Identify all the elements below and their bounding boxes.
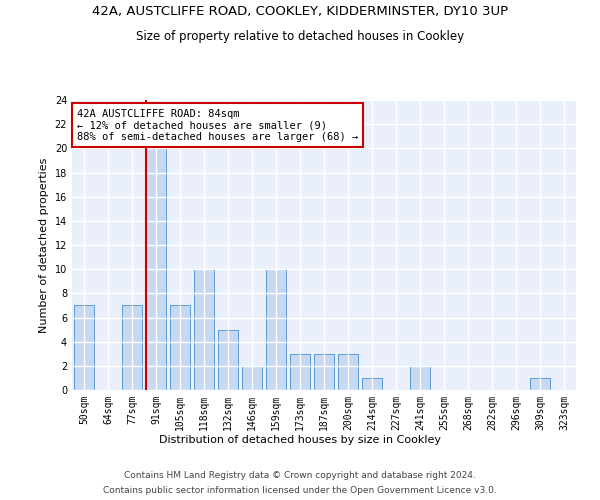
Bar	[122, 306, 142, 390]
Text: Contains public sector information licensed under the Open Government Licence v3: Contains public sector information licen…	[103, 486, 497, 495]
Text: Contains HM Land Registry data © Crown copyright and database right 2024.: Contains HM Land Registry data © Crown c…	[124, 471, 476, 480]
Bar	[170, 306, 190, 390]
Text: 42A AUSTCLIFFE ROAD: 84sqm
← 12% of detached houses are smaller (9)
88% of semi-: 42A AUSTCLIFFE ROAD: 84sqm ← 12% of deta…	[77, 108, 358, 142]
Bar	[146, 148, 166, 390]
Bar	[266, 269, 286, 390]
Bar	[338, 354, 358, 390]
Text: 42A, AUSTCLIFFE ROAD, COOKLEY, KIDDERMINSTER, DY10 3UP: 42A, AUSTCLIFFE ROAD, COOKLEY, KIDDERMIN…	[92, 5, 508, 18]
Bar	[242, 366, 262, 390]
Y-axis label: Number of detached properties: Number of detached properties	[39, 158, 49, 332]
Bar	[194, 269, 214, 390]
Bar	[410, 366, 430, 390]
Bar	[290, 354, 310, 390]
Bar	[362, 378, 382, 390]
Bar	[74, 306, 94, 390]
Text: Size of property relative to detached houses in Cookley: Size of property relative to detached ho…	[136, 30, 464, 43]
Bar	[218, 330, 238, 390]
Bar	[314, 354, 334, 390]
Text: Distribution of detached houses by size in Cookley: Distribution of detached houses by size …	[159, 435, 441, 445]
Bar	[530, 378, 550, 390]
